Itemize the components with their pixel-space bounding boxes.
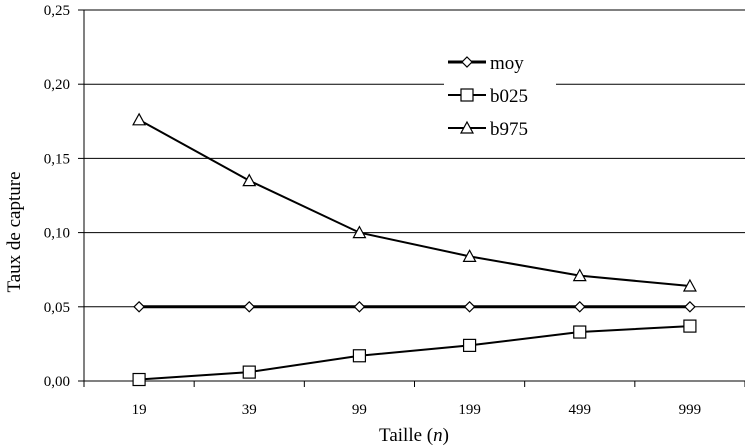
series-group — [132, 112, 697, 387]
x-tick-label: 19 — [132, 402, 147, 418]
gridlines — [78, 9, 745, 382]
y-tick-label: 0,20 — [44, 77, 70, 93]
data-point-b975 — [682, 278, 697, 292]
legend-label: moy — [490, 53, 524, 74]
data-point-moy — [463, 300, 476, 313]
data-point-b975 — [572, 268, 587, 282]
data-point-moy — [353, 300, 366, 313]
legend-label: b975 — [490, 119, 528, 140]
data-point-b025 — [462, 338, 477, 352]
axes — [83, 10, 745, 387]
series-b975 — [132, 112, 697, 292]
legend-marker-b025 — [460, 88, 474, 102]
data-point-b975 — [242, 173, 257, 187]
x-tick-label: 999 — [679, 402, 702, 418]
data-point-b975 — [352, 225, 367, 239]
y-tick-label: 0,00 — [44, 374, 70, 390]
y-tick-label: 0,05 — [44, 300, 70, 316]
x-axis-title: Taille (n) — [379, 425, 449, 446]
legend-item-b975: b975 — [448, 119, 528, 140]
data-point-moy — [684, 300, 696, 313]
x-tick-labels: 19 39 99 199 499 999 — [132, 402, 702, 418]
series-line-b975 — [138, 118, 691, 288]
x-tick-label: 499 — [569, 402, 592, 418]
data-point-b025 — [242, 365, 256, 379]
data-point-b975 — [132, 112, 147, 126]
series-moy — [133, 300, 696, 313]
y-tick-label: 0,25 — [44, 3, 70, 19]
data-point-moy — [133, 300, 145, 313]
y-tick-label: 0,10 — [44, 226, 70, 242]
x-tick-label: 99 — [352, 402, 367, 418]
legend: moy b025 b975 — [444, 44, 556, 142]
y-tick-labels: 0,00 0,05 0,10 0,15 0,20 0,25 — [44, 3, 70, 390]
y-axis-title: Taux de capture — [4, 171, 25, 292]
data-point-b025 — [683, 319, 697, 333]
legend-item-b025: b025 — [448, 86, 528, 107]
series-b025 — [132, 319, 697, 387]
data-point-b025 — [352, 349, 367, 363]
legend-label: b025 — [490, 86, 528, 107]
legend-marker-b975 — [459, 120, 475, 134]
legend-marker-moy — [461, 56, 473, 68]
data-point-b025 — [573, 325, 587, 339]
data-point-b975 — [462, 249, 477, 262]
data-point-moy — [243, 300, 256, 313]
data-point-b025 — [132, 372, 146, 387]
data-point-moy — [573, 300, 586, 313]
x-tick-label: 199 — [458, 402, 481, 418]
x-tick-label: 39 — [242, 402, 257, 418]
series-line-b025 — [139, 325, 690, 381]
legend-item-moy: moy — [448, 53, 524, 74]
y-tick-label: 0,15 — [44, 151, 70, 167]
